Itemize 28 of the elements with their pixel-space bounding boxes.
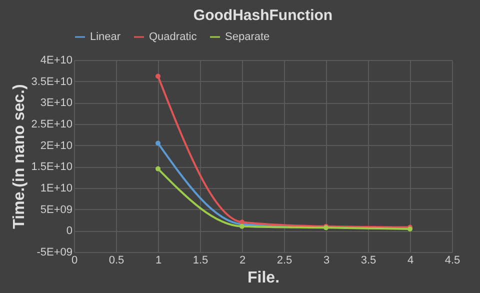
legend-label: Linear bbox=[90, 31, 121, 43]
y-axis-title: Time.(in nano sec.) bbox=[11, 84, 28, 229]
x-tick-label: 3 bbox=[323, 254, 330, 266]
x-axis-title: File. bbox=[247, 270, 280, 286]
y-tick-label: 2E+10 bbox=[40, 140, 72, 152]
point bbox=[156, 166, 160, 172]
point bbox=[156, 140, 160, 146]
x-tick-label: 1 bbox=[155, 254, 162, 266]
point bbox=[156, 74, 160, 79]
y-tick-label: -5E+09 bbox=[36, 246, 72, 258]
y-tick-label: 3E+10 bbox=[40, 97, 72, 110]
chart-title: GoodHashFunction bbox=[193, 7, 333, 24]
legend-label: Quadratic bbox=[149, 31, 198, 43]
y-tick-label: 4E+10 bbox=[40, 54, 72, 66]
y-tick-label: 2.5E+10 bbox=[31, 118, 72, 130]
x-tick-label: 1.5 bbox=[192, 254, 208, 266]
x-tick-label: 2 bbox=[239, 254, 246, 266]
y-tick-label: 3.5E+10 bbox=[31, 76, 72, 88]
legend-label: Separate bbox=[225, 31, 270, 43]
x-tick-label: 0.5 bbox=[108, 254, 124, 266]
y-tick-label: 0 bbox=[66, 225, 72, 238]
x-tick-label: 2.5 bbox=[276, 254, 292, 266]
y-tick-label: 5E+09 bbox=[40, 204, 72, 216]
x-tick-label: 3.5 bbox=[360, 254, 376, 266]
y-tick-label: 1.5E+10 bbox=[31, 161, 72, 174]
x-tick-label: 4 bbox=[407, 254, 414, 266]
y-tick-label: 1E+10 bbox=[40, 182, 72, 194]
x-tick-label: 4.5 bbox=[444, 254, 460, 266]
